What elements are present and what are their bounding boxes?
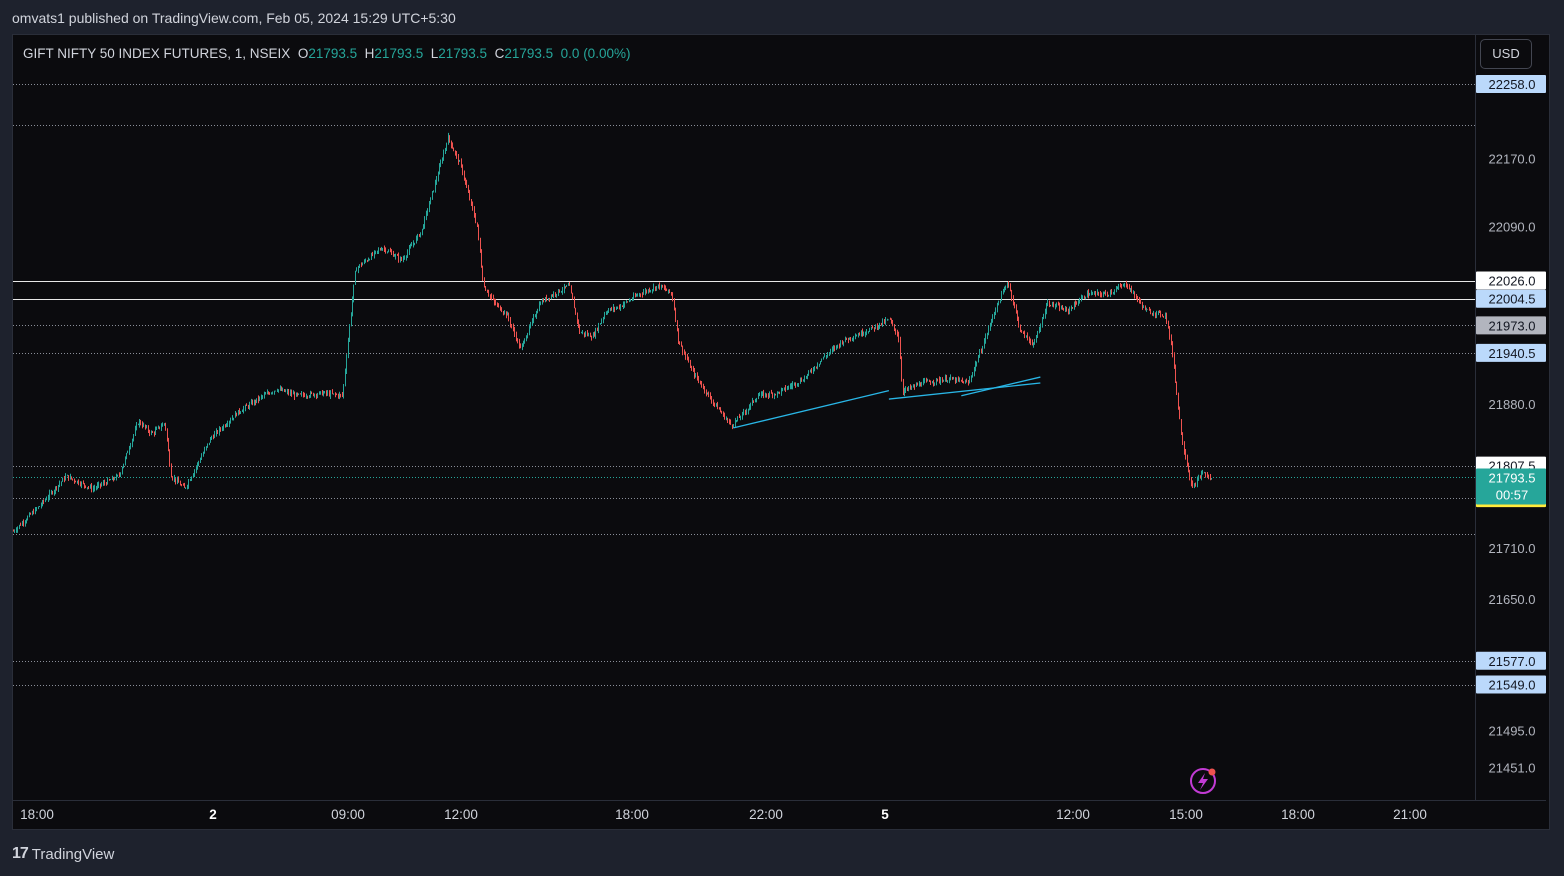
trendline-2 — [961, 376, 1041, 397]
change-value: 0.0 (0.00%) — [560, 46, 631, 61]
price-badge-label-0: 22258.0 — [1489, 77, 1536, 92]
price-badge-label-10: 21549.0 — [1489, 678, 1536, 693]
y-tick-label-6: 21880.0 — [1489, 397, 1536, 412]
price-badge-label-4: 21973.0 — [1489, 318, 1536, 333]
close-value: 21793.5 — [504, 46, 554, 61]
x-tick-label-6: 5 — [881, 807, 889, 822]
price-badge-5 — [1476, 343, 1546, 362]
trendline-0 — [733, 389, 890, 429]
brand-name: TradingView — [31, 845, 115, 863]
price-badge-3 — [1476, 289, 1546, 308]
symbol-title[interactable]: GIFT NIFTY 50 INDEX FUTURES, 1, NSEIX — [23, 46, 291, 61]
price-badge-4 — [1476, 316, 1546, 335]
y-tick-label-10: 21650.0 — [1489, 592, 1536, 607]
x-tick-label-3: 12:00 — [444, 807, 478, 822]
y-tick-label-14: 21451.0 — [1489, 761, 1536, 776]
x-tick-label-7: 12:00 — [1056, 807, 1090, 822]
price-badge-label-5: 21940.5 — [1489, 346, 1536, 361]
price-badge-label-2: 22026.0 — [1489, 274, 1536, 289]
price-badge-label-3: 22004.5 — [1489, 292, 1536, 307]
open-label: O — [297, 46, 309, 61]
trendline-1 — [888, 382, 1041, 400]
price-badge-10 — [1476, 675, 1546, 694]
x-tick-label-8: 15:00 — [1169, 807, 1203, 822]
publish-info: omvats1 published on TradingView.com, Fe… — [12, 10, 456, 26]
chart-panel[interactable] — [12, 34, 1550, 830]
brand-logo[interactable]: 17 TradingView — [12, 845, 114, 863]
price-badge-2 — [1476, 271, 1546, 290]
current-price-value: 21793.5 — [1489, 471, 1536, 486]
x-tick-label-5: 22:00 — [749, 807, 783, 822]
x-tick-label-10: 21:00 — [1393, 807, 1427, 822]
tradingview-logo-icon: 17 — [12, 845, 29, 862]
y-tick-label-9: 21710.0 — [1489, 541, 1536, 556]
high-value: 21793.5 — [374, 46, 424, 61]
x-tick-label-4: 18:00 — [615, 807, 649, 822]
y-tick-label-0: 22170.0 — [1489, 152, 1536, 167]
price-badge-9 — [1476, 651, 1546, 670]
ohlc-legend: GIFT NIFTY 50 INDEX FUTURES, 1, NSEIX O2… — [23, 46, 630, 61]
y-tick-label-1: 22090.0 — [1489, 219, 1536, 234]
x-tick-label-0: 18:00 — [20, 807, 54, 822]
price-badge-label-9: 21577.0 — [1489, 654, 1536, 669]
low-value: 21793.5 — [438, 46, 488, 61]
open-value: 21793.5 — [308, 46, 358, 61]
low-label: L — [430, 46, 439, 61]
close-label: C — [494, 46, 505, 61]
currency-button[interactable]: USD — [1480, 39, 1532, 69]
y-tick-label-13: 21495.0 — [1489, 723, 1536, 738]
price-badge-0 — [1476, 75, 1546, 93]
countdown-timer: 00:57 — [1496, 488, 1529, 503]
high-label: H — [364, 46, 375, 61]
x-tick-label-9: 18:00 — [1281, 807, 1315, 822]
x-tick-label-1: 2 — [209, 807, 217, 822]
bolt-icon[interactable] — [1190, 768, 1216, 794]
current-price-badge — [1476, 468, 1546, 505]
x-tick-label-2: 09:00 — [331, 807, 365, 822]
